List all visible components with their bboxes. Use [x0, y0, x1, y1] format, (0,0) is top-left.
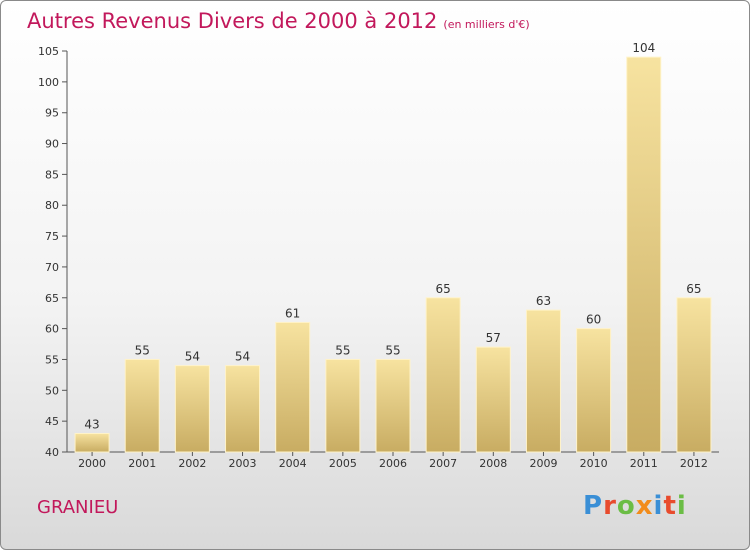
y-tick-label: 90	[45, 138, 59, 151]
logo-letter: i	[653, 491, 664, 521]
y-tick-label: 50	[45, 384, 59, 397]
x-tick-label: 2002	[178, 457, 206, 470]
bar-value-label: 55	[335, 343, 350, 357]
bar-value-label: 60	[586, 313, 601, 327]
bar	[124, 358, 160, 453]
y-tick-label: 95	[45, 107, 59, 120]
bar-value-label: 54	[235, 350, 250, 364]
bar-value-label: 57	[486, 331, 501, 345]
logo-letter: x	[635, 491, 654, 521]
bar	[576, 328, 612, 453]
logo-letter: P	[583, 491, 604, 521]
bar	[475, 346, 511, 453]
bar-chart: 40 45 50 55 60 65 70 75 80 85 90 95 100 105 43 2000 55 20…	[38, 41, 719, 470]
bar-value-label: 55	[135, 343, 150, 357]
logo-letter: i	[676, 491, 687, 521]
x-tick-label: 2003	[229, 457, 257, 470]
x-tick-label: 2000	[78, 457, 106, 470]
chart-title: Autres Revenus Divers de 2000 à 2012 (en …	[27, 9, 530, 33]
chart-title-text: Autres Revenus Divers de 2000 à 2012	[27, 9, 438, 33]
logo-letter: o	[616, 491, 636, 521]
bar-value-label: 61	[285, 306, 300, 320]
y-tick-label: 100	[38, 76, 59, 89]
bar-value-label: 54	[185, 350, 200, 364]
y-tick-label: 75	[45, 230, 59, 243]
bar	[325, 358, 361, 453]
bar	[425, 297, 461, 453]
y-tick-label: 85	[45, 168, 59, 181]
commune-name: GRANIEU	[37, 497, 119, 518]
x-tick-label: 2012	[680, 457, 708, 470]
x-tick-label: 2008	[479, 457, 507, 470]
bar-value-label: 65	[686, 282, 701, 296]
x-tick-label: 2004	[279, 457, 307, 470]
bar	[626, 56, 662, 453]
logo-letter: r	[603, 491, 617, 521]
bar	[525, 309, 561, 453]
x-tick-label: 2001	[128, 457, 156, 470]
y-tick-label: 45	[45, 415, 59, 428]
y-tick-label: 40	[45, 446, 59, 459]
y-tick-label: 80	[45, 199, 59, 212]
bar	[74, 432, 110, 453]
x-tick-label: 2006	[379, 457, 407, 470]
y-tick-label: 65	[45, 292, 59, 305]
bar-value-label: 65	[436, 282, 451, 296]
bar	[676, 297, 712, 453]
bar-value-label: 63	[536, 294, 551, 308]
x-tick-label: 2007	[429, 457, 457, 470]
x-tick-label: 2009	[529, 457, 557, 470]
bar	[174, 365, 210, 453]
y-tick-label: 60	[45, 323, 59, 336]
x-tick-label: 2005	[329, 457, 357, 470]
bar-value-label: 43	[84, 417, 99, 431]
y-tick-label: 70	[45, 261, 59, 274]
logo-letter: t	[663, 491, 677, 521]
bar	[375, 358, 411, 453]
y-tick-label: 105	[38, 45, 59, 58]
bar	[275, 321, 311, 453]
proxiti-logo[interactable]: Proxiti	[583, 491, 687, 521]
x-tick-label: 2010	[580, 457, 608, 470]
y-tick-label: 55	[45, 353, 59, 366]
x-tick-label: 2011	[630, 457, 658, 470]
chart-unit: (en milliers d'€)	[443, 18, 530, 31]
bar-value-label: 104	[632, 41, 655, 55]
bar	[225, 365, 261, 453]
bar-value-label: 55	[385, 343, 400, 357]
